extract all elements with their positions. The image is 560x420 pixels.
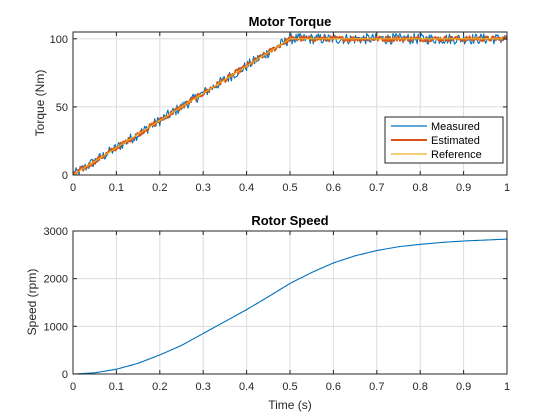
x-tick-label: 0.9: [456, 381, 471, 393]
x-tick-label: 0.5: [282, 381, 297, 393]
y-tick-label: 50: [56, 102, 68, 114]
x-tick-label: 0.4: [239, 381, 254, 393]
series-line-reference: [72, 38, 507, 176]
torque-chart-title: Motor Torque: [249, 14, 332, 29]
y-tick-label: 1000: [44, 321, 68, 333]
speed-chart-title: Rotor Speed: [251, 213, 328, 228]
x-tick-label: 0.6: [326, 182, 341, 194]
x-tick-label: 1: [504, 381, 510, 393]
speed-x-axis-label: Time (s): [268, 398, 312, 412]
y-tick-label: 0: [62, 369, 68, 381]
y-tick-label: 0: [62, 170, 68, 182]
speed-ticks: 0 0.1 0.2 0.3 0.4 0.5 0.6 0.7 0.8 0.9 1 0 1000 2000 30…: [44, 226, 511, 393]
x-tick-label: 0.7: [369, 381, 384, 393]
y-tick-label: 3000: [44, 226, 68, 238]
x-tick-label: 1: [504, 182, 510, 194]
legend-measured-label: Measured: [431, 121, 480, 133]
speed-y-axis-label: Speed (rpm): [25, 269, 39, 336]
torque-chart: 0 0.1 0.2 0.3 0.4 0.5 0.6 0.7 0.8 0.9 1 0 50 100 Moto…: [33, 14, 510, 194]
x-tick-label: 0.3: [196, 182, 211, 194]
legend-reference-label: Reference: [431, 149, 482, 161]
x-tick-label: 0.9: [456, 182, 471, 194]
torque-y-axis-label: Torque (Nm): [33, 70, 47, 137]
speed-series-group: [72, 238, 508, 375]
series-line-estimated: [72, 35, 508, 175]
x-tick-label: 0.4: [239, 182, 254, 194]
x-tick-label: 0.1: [109, 381, 124, 393]
x-tick-label: 0.2: [152, 381, 167, 393]
y-tick-label: 100: [50, 34, 68, 46]
x-tick-label: 0.8: [413, 182, 428, 194]
x-tick-label: 0.3: [196, 381, 211, 393]
x-tick-label: 0.6: [326, 381, 341, 393]
legend-estimated-label: Estimated: [431, 135, 480, 147]
x-tick-label: 0.1: [109, 182, 124, 194]
series-line-speed: [72, 238, 508, 375]
x-tick-label: 0.2: [152, 182, 167, 194]
x-tick-label: 0.5: [282, 182, 297, 194]
x-tick-label: 0.8: [413, 381, 428, 393]
torque-legend: Measured Estimated Reference: [384, 116, 504, 164]
x-tick-label: 0: [70, 182, 76, 194]
y-tick-label: 2000: [44, 274, 68, 286]
speed-chart: 0 0.1 0.2 0.3 0.4 0.5 0.6 0.7 0.8 0.9 1 0 1000 2000 30…: [25, 213, 510, 412]
x-tick-label: 0: [70, 381, 76, 393]
x-tick-label: 0.7: [369, 182, 384, 194]
torque-ticks: 0 0.1 0.2 0.3 0.4 0.5 0.6 0.7 0.8 0.9 1 0 50 100: [50, 32, 510, 194]
